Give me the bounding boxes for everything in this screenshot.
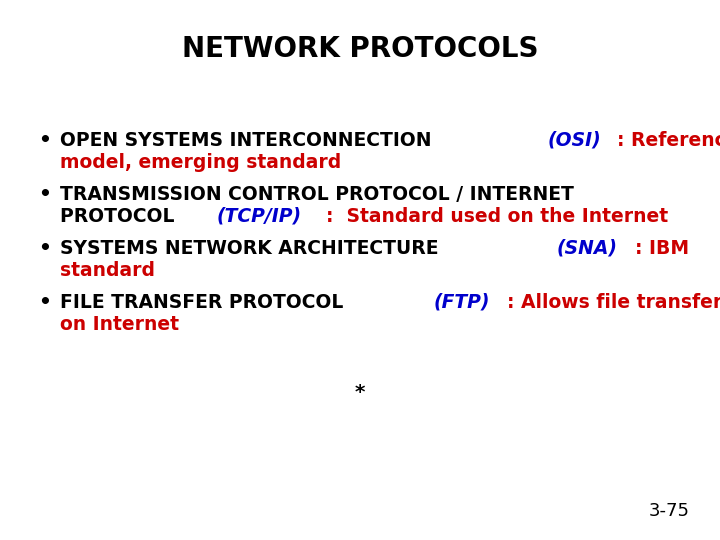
Text: •: •: [38, 131, 51, 150]
Text: •: •: [38, 293, 51, 312]
Text: (OSI): (OSI): [548, 131, 601, 150]
Text: 3-75: 3-75: [649, 502, 690, 520]
Text: TRANSMISSION CONTROL PROTOCOL / INTERNET: TRANSMISSION CONTROL PROTOCOL / INTERNET: [60, 185, 574, 204]
Text: SYSTEMS NETWORK ARCHITECTURE: SYSTEMS NETWORK ARCHITECTURE: [60, 239, 445, 258]
Text: model, emerging standard: model, emerging standard: [60, 153, 341, 172]
Text: (FTP): (FTP): [434, 293, 490, 312]
Text: (SNA): (SNA): [557, 239, 618, 258]
Text: : Allows file transfer: : Allows file transfer: [507, 293, 720, 312]
Text: standard: standard: [60, 261, 155, 280]
Text: : Reference: : Reference: [617, 131, 720, 150]
Text: FILE TRANSFER PROTOCOL: FILE TRANSFER PROTOCOL: [60, 293, 350, 312]
Text: NETWORK PROTOCOLS: NETWORK PROTOCOLS: [181, 35, 539, 63]
Text: :  Standard used on the Internet: : Standard used on the Internet: [326, 207, 668, 226]
Text: : IBM: : IBM: [636, 239, 690, 258]
Text: PROTOCOL: PROTOCOL: [60, 207, 181, 226]
Text: OPEN SYSTEMS INTERCONNECTION: OPEN SYSTEMS INTERCONNECTION: [60, 131, 438, 150]
Text: •: •: [38, 239, 51, 258]
Text: (TCP/IP): (TCP/IP): [216, 207, 301, 226]
Text: •: •: [38, 185, 51, 204]
Text: *: *: [355, 383, 365, 402]
Text: on Internet: on Internet: [60, 315, 179, 334]
